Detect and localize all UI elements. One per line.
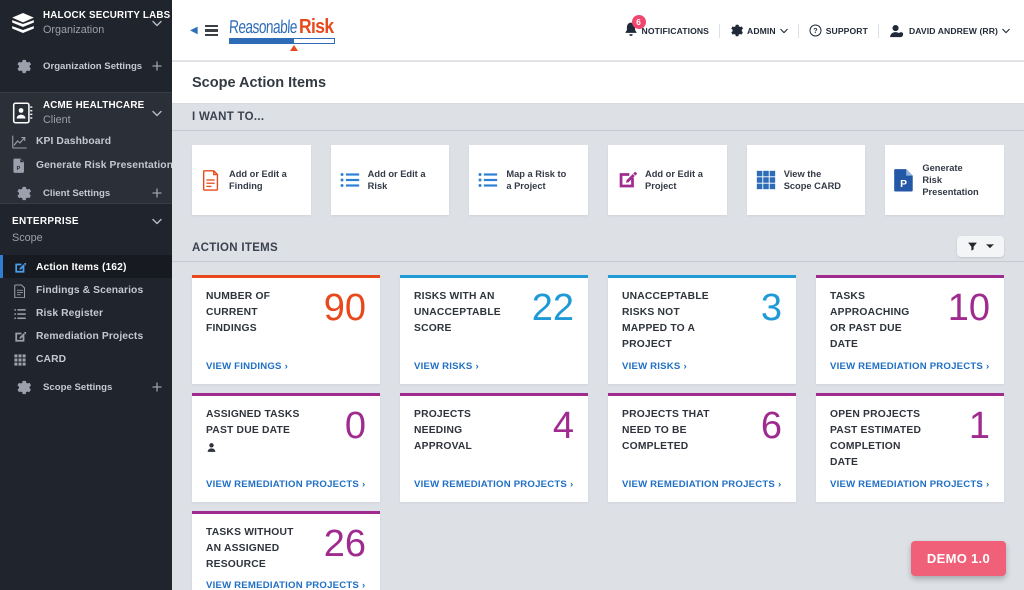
svg-text:?: ? (813, 27, 817, 35)
svg-text:P: P (901, 179, 908, 190)
svg-text:P: P (16, 166, 20, 172)
